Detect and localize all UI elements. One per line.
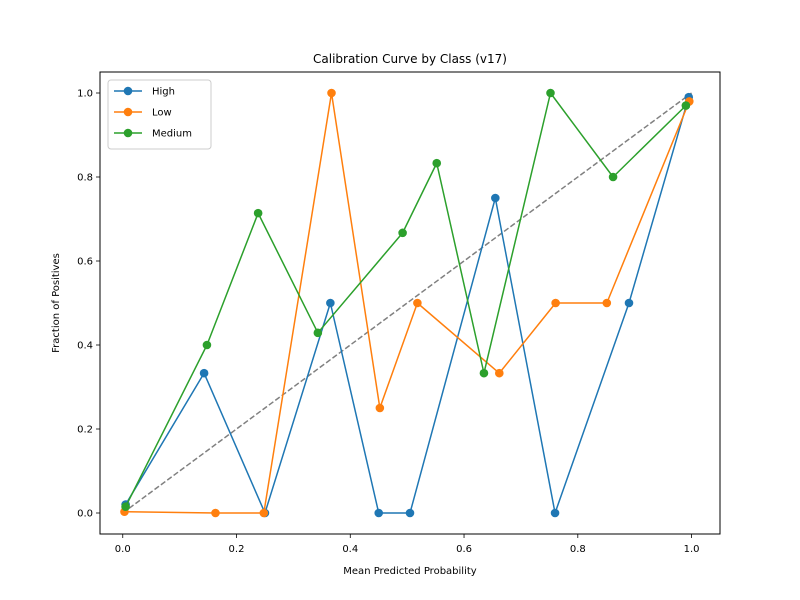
data-point-medium — [313, 328, 323, 338]
data-point-medium — [479, 368, 489, 378]
y-tick-label: 0.8 — [77, 173, 93, 184]
data-point-medium — [546, 88, 555, 98]
series-line-medium — [124, 92, 687, 508]
data-point-high — [491, 193, 500, 203]
data-point-medium — [681, 101, 691, 110]
data-point-low — [602, 298, 612, 308]
data-point-high — [199, 368, 209, 378]
data-point-high — [374, 508, 384, 518]
plot-area — [120, 88, 694, 518]
legend-label-medium: Medium — [152, 129, 192, 140]
data-point-high — [624, 298, 634, 308]
data-point-low — [211, 508, 220, 518]
data-point-medium — [202, 340, 212, 350]
x-tick-label: 0.6 — [456, 544, 472, 555]
x-tick-label: 0.8 — [570, 544, 586, 555]
reference-diagonal-line — [122, 92, 693, 514]
legend-box — [107, 79, 212, 150]
series-line-high — [124, 96, 690, 514]
data-point-medium — [432, 158, 442, 168]
data-point-medium — [608, 172, 618, 182]
legend: High Low Medium — [107, 79, 212, 150]
y-tick-label: 0.0 — [77, 509, 93, 520]
legend-label-low: Low — [152, 108, 172, 119]
data-point-high — [326, 298, 335, 308]
series-line-low — [124, 92, 690, 514]
data-point-medium — [121, 502, 130, 512]
y-tick-label: 1.0 — [77, 89, 93, 100]
x-tick-label: 0.2 — [229, 544, 245, 555]
x-tick-label: 0.0 — [115, 544, 131, 555]
legend-marker-medium — [123, 128, 133, 138]
y-axis: 0.0 0.2 0.4 0.6 0.8 1.0 — [77, 89, 100, 520]
data-point-medium — [253, 208, 263, 218]
data-point-low — [551, 298, 560, 308]
data-point-medium — [398, 228, 407, 238]
data-point-high — [405, 508, 415, 518]
y-tick-label: 0.4 — [77, 341, 93, 352]
data-point-low — [495, 368, 504, 378]
y-tick-label: 0.6 — [77, 257, 93, 268]
x-axis: 0.0 0.2 0.4 0.6 0.8 1.0 — [115, 534, 700, 555]
legend-label-high: High — [152, 87, 175, 98]
x-tick-label: 0.4 — [342, 544, 358, 555]
y-axis-label: Fraction of Positives — [51, 253, 62, 353]
plot-frame — [99, 71, 721, 535]
legend-marker-low — [123, 107, 133, 117]
x-tick-label: 1.0 — [684, 544, 700, 555]
data-point-low — [327, 88, 336, 98]
data-point-low — [259, 508, 269, 518]
chart-title: Calibration Curve by Class (v17) — [313, 52, 507, 66]
data-point-low — [413, 298, 422, 308]
y-tick-label: 0.2 — [77, 425, 93, 436]
data-point-low — [375, 403, 385, 413]
data-point-high — [550, 508, 560, 518]
x-axis-label: Mean Predicted Probability — [343, 566, 476, 577]
legend-marker-high — [123, 86, 133, 96]
